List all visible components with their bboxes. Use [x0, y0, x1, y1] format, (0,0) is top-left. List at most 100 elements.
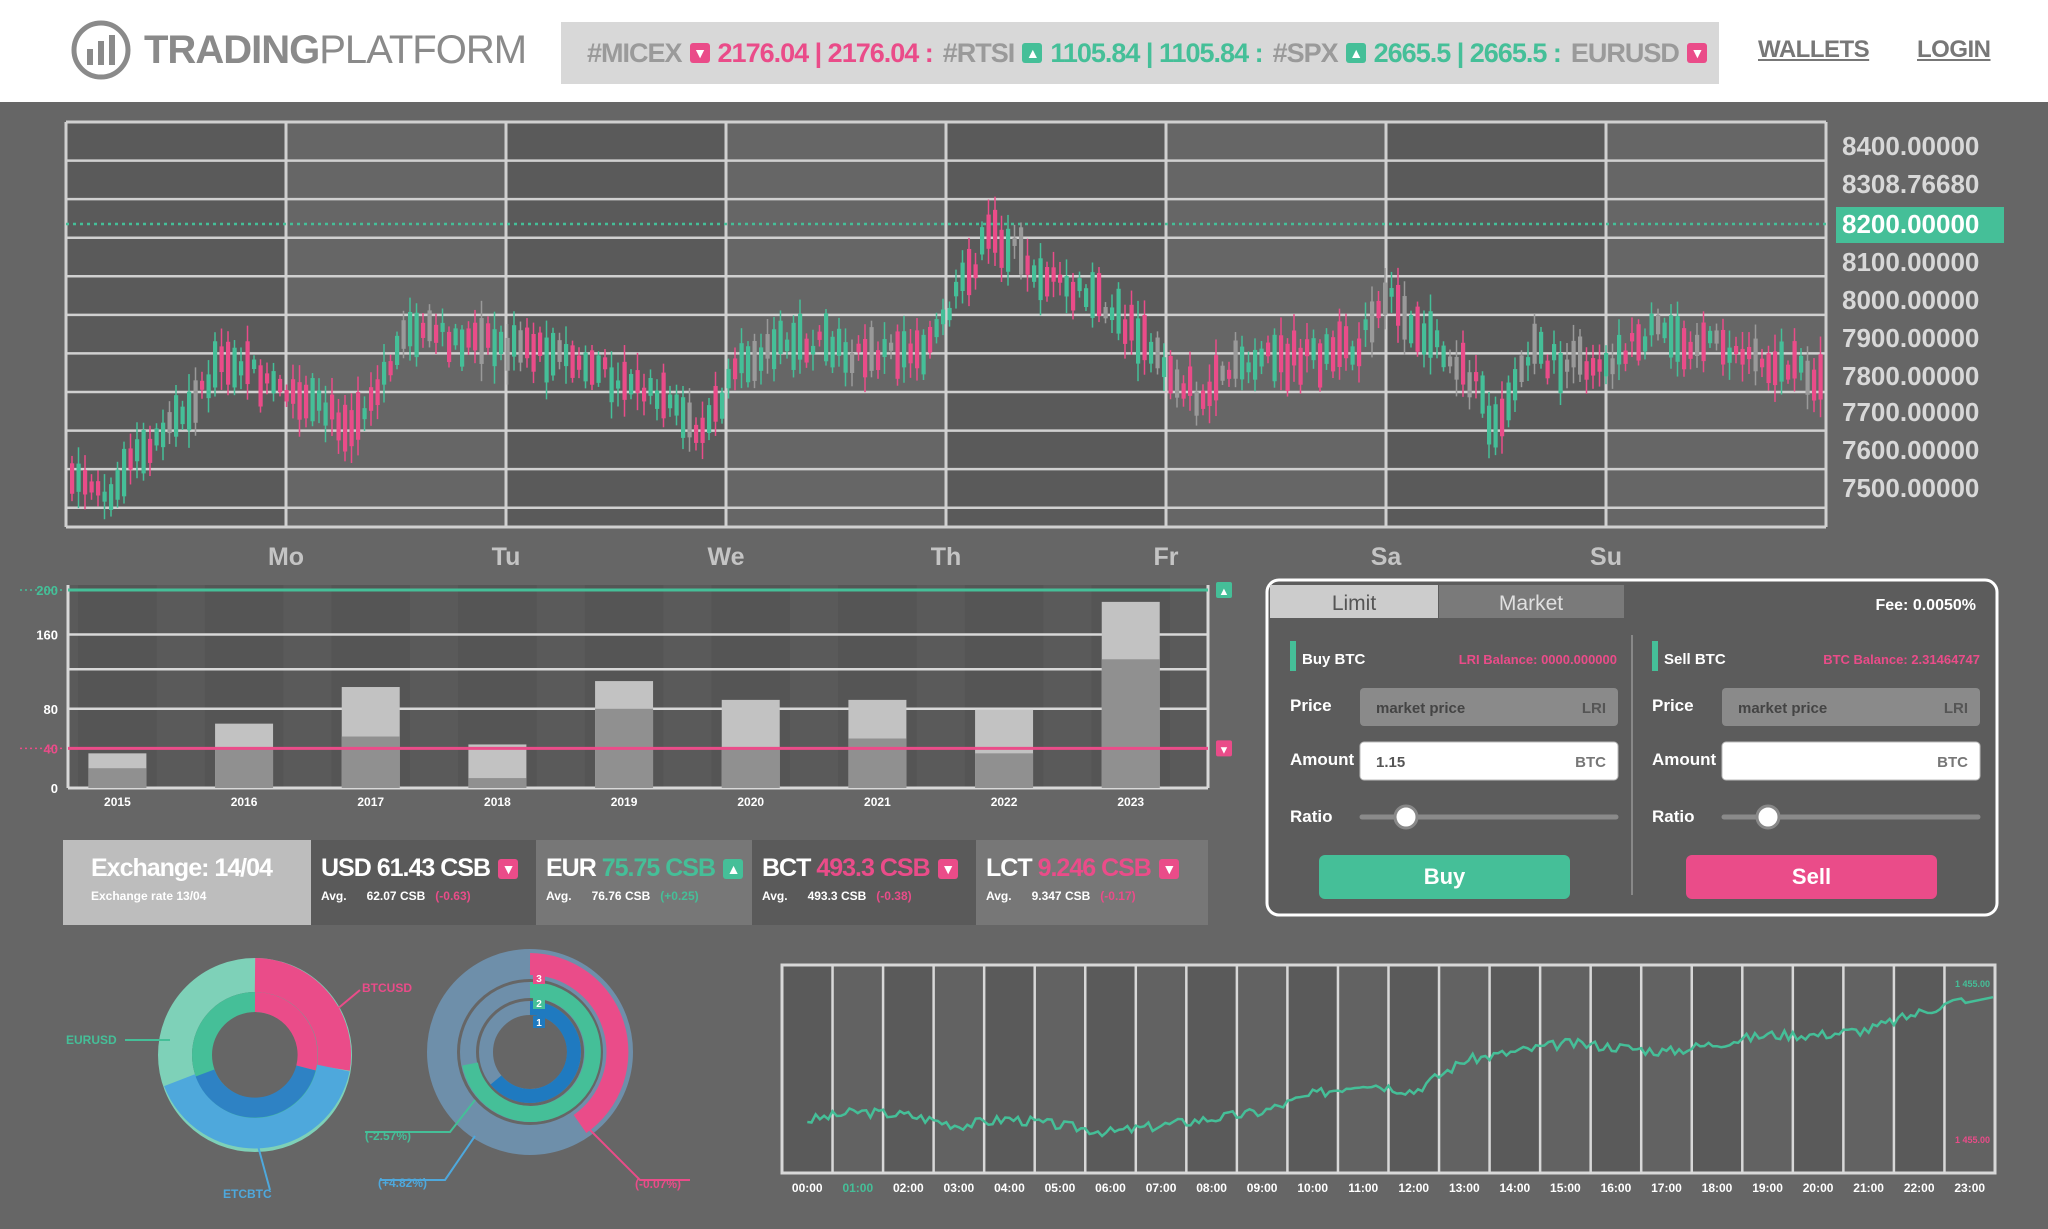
candle-body	[570, 345, 575, 378]
avg-label: Avg.	[986, 889, 1012, 903]
candle-body	[434, 324, 439, 343]
candle-body	[167, 412, 172, 434]
candle-body	[1272, 334, 1277, 382]
exchange-card-eur[interactable]: EUR 75.75 CSB ▲ Avg. 76.76 CSB (+0.25)	[536, 840, 752, 925]
candle-body	[466, 328, 471, 348]
ticker-symbol: #RTSI	[942, 37, 1016, 68]
logo-text-light: PLATFORM	[319, 27, 527, 72]
currency-code: EUR	[546, 854, 597, 882]
arrow-down-icon	[1216, 740, 1232, 757]
hour-label: 02:00	[893, 1181, 924, 1195]
candle-body	[544, 337, 549, 383]
candle-body	[1565, 359, 1570, 372]
candle-body	[1773, 351, 1778, 386]
hour-label: 10:00	[1297, 1181, 1328, 1195]
candle-body	[1084, 288, 1089, 308]
exchange-card-lct[interactable]: LCT 9.246 CSB ▼ Avg. 9.347 CSB (-0.17)	[976, 840, 1208, 925]
candle-body	[200, 380, 205, 390]
candle-body	[388, 361, 393, 376]
avg-value: 62.07 CSB	[366, 889, 426, 903]
candle-body	[1513, 369, 1518, 401]
candle-body	[1695, 334, 1700, 357]
candle-body	[1792, 341, 1797, 379]
login-link[interactable]: LOGIN	[1917, 36, 1991, 63]
sell-ratio-handle[interactable]	[1755, 804, 1781, 830]
arrow-glyph: ▲	[1219, 586, 1230, 598]
candle-body	[1142, 314, 1147, 361]
wallets-link[interactable]: WALLETS	[1758, 36, 1870, 63]
candlestick-chart[interactable]: 8400.00000 8308.76680 8200.00000 8100.00000…	[0, 102, 2048, 572]
candle-body	[122, 448, 127, 497]
candle-body	[1285, 343, 1290, 391]
buy-button[interactable]: Buy	[1319, 855, 1570, 899]
candle-body	[1032, 265, 1037, 282]
sell-button[interactable]: Sell	[1686, 855, 1937, 899]
candle-body	[876, 350, 881, 371]
candle-body	[1656, 314, 1661, 335]
tab-market[interactable]: Market	[1499, 592, 1563, 615]
candle-body	[1721, 329, 1726, 365]
candle-body	[1675, 316, 1680, 362]
candle-body	[856, 343, 861, 353]
candle-body	[187, 391, 192, 431]
candle-body	[1662, 322, 1667, 339]
sell-balance: BTC Balance: 2.31464747	[1823, 652, 1980, 667]
hour-label: 03:00	[944, 1181, 975, 1195]
buy-price-input[interactable]	[1360, 688, 1618, 726]
arrow-up-icon: ▲	[1345, 43, 1366, 63]
eurusd-label: EURUSD	[66, 1033, 117, 1047]
candle-body	[635, 370, 640, 393]
price-axis: 8400.00000 8308.76680 8200.00000 8100.00000…	[1836, 131, 2004, 503]
exchange-card-usd[interactable]: USD 61.43 CSB ▼ Avg. 62.07 CSB (-0.63)	[311, 840, 536, 925]
day-label: Tu	[492, 543, 521, 571]
candle-body	[239, 361, 244, 376]
hour-label: 05:00	[1045, 1181, 1076, 1195]
candle-body	[908, 343, 913, 364]
line-bottom-label: 1 455.00	[1955, 1135, 1990, 1145]
exchange-subtitle: Exchange rate 13/04	[91, 889, 207, 903]
candle-body	[648, 377, 653, 396]
candle-body	[206, 374, 211, 399]
candle-body	[1610, 358, 1615, 375]
candle-body	[1038, 258, 1043, 301]
candle-body	[941, 309, 946, 325]
candle-body	[1071, 281, 1076, 311]
candle-body	[297, 382, 302, 420]
candle-body	[882, 339, 887, 358]
sell-amount-input[interactable]	[1721, 741, 1981, 781]
candle-body	[271, 371, 276, 394]
avg-value: 9.347 CSB	[1031, 889, 1091, 903]
candle-body	[1311, 338, 1316, 361]
day-label: Mo	[268, 543, 304, 571]
candle-body	[973, 264, 978, 279]
candle-body	[1747, 346, 1752, 360]
candle-body	[1240, 346, 1245, 380]
candle-body	[603, 357, 608, 370]
logo[interactable]: TRADINGPLATFORM	[70, 18, 527, 82]
tab-limit[interactable]: Limit	[1332, 592, 1377, 615]
change-value: (-0.17)	[1100, 889, 1136, 903]
candle-body	[421, 322, 426, 338]
avg-label: Avg.	[546, 889, 572, 903]
candle-body	[733, 358, 738, 380]
candle-body	[1799, 355, 1804, 373]
candle-body	[1669, 315, 1674, 358]
candle-body	[1422, 323, 1427, 355]
exchange-card-bct[interactable]: BCT 493.3 CSB ▼ Avg. 493.3 CSB (-0.38)	[752, 840, 976, 925]
line-chart-column	[1337, 965, 1389, 1173]
btcusd-label: BTCUSD	[362, 981, 412, 995]
buy-ratio-handle[interactable]	[1393, 804, 1419, 830]
avg-label: Avg.	[321, 889, 347, 903]
line-top-label: 1 455.00	[1955, 979, 1990, 989]
candle-body	[895, 331, 900, 379]
candle-body	[947, 307, 952, 321]
chart-column	[286, 122, 506, 527]
sell-price-input[interactable]	[1722, 688, 1980, 726]
candle-body	[180, 406, 185, 425]
candle-body	[193, 380, 198, 423]
candle-body	[89, 481, 94, 493]
buy-amount-input[interactable]	[1359, 741, 1619, 781]
candle-body	[902, 331, 907, 368]
bar-y-tick: 160	[36, 628, 58, 643]
